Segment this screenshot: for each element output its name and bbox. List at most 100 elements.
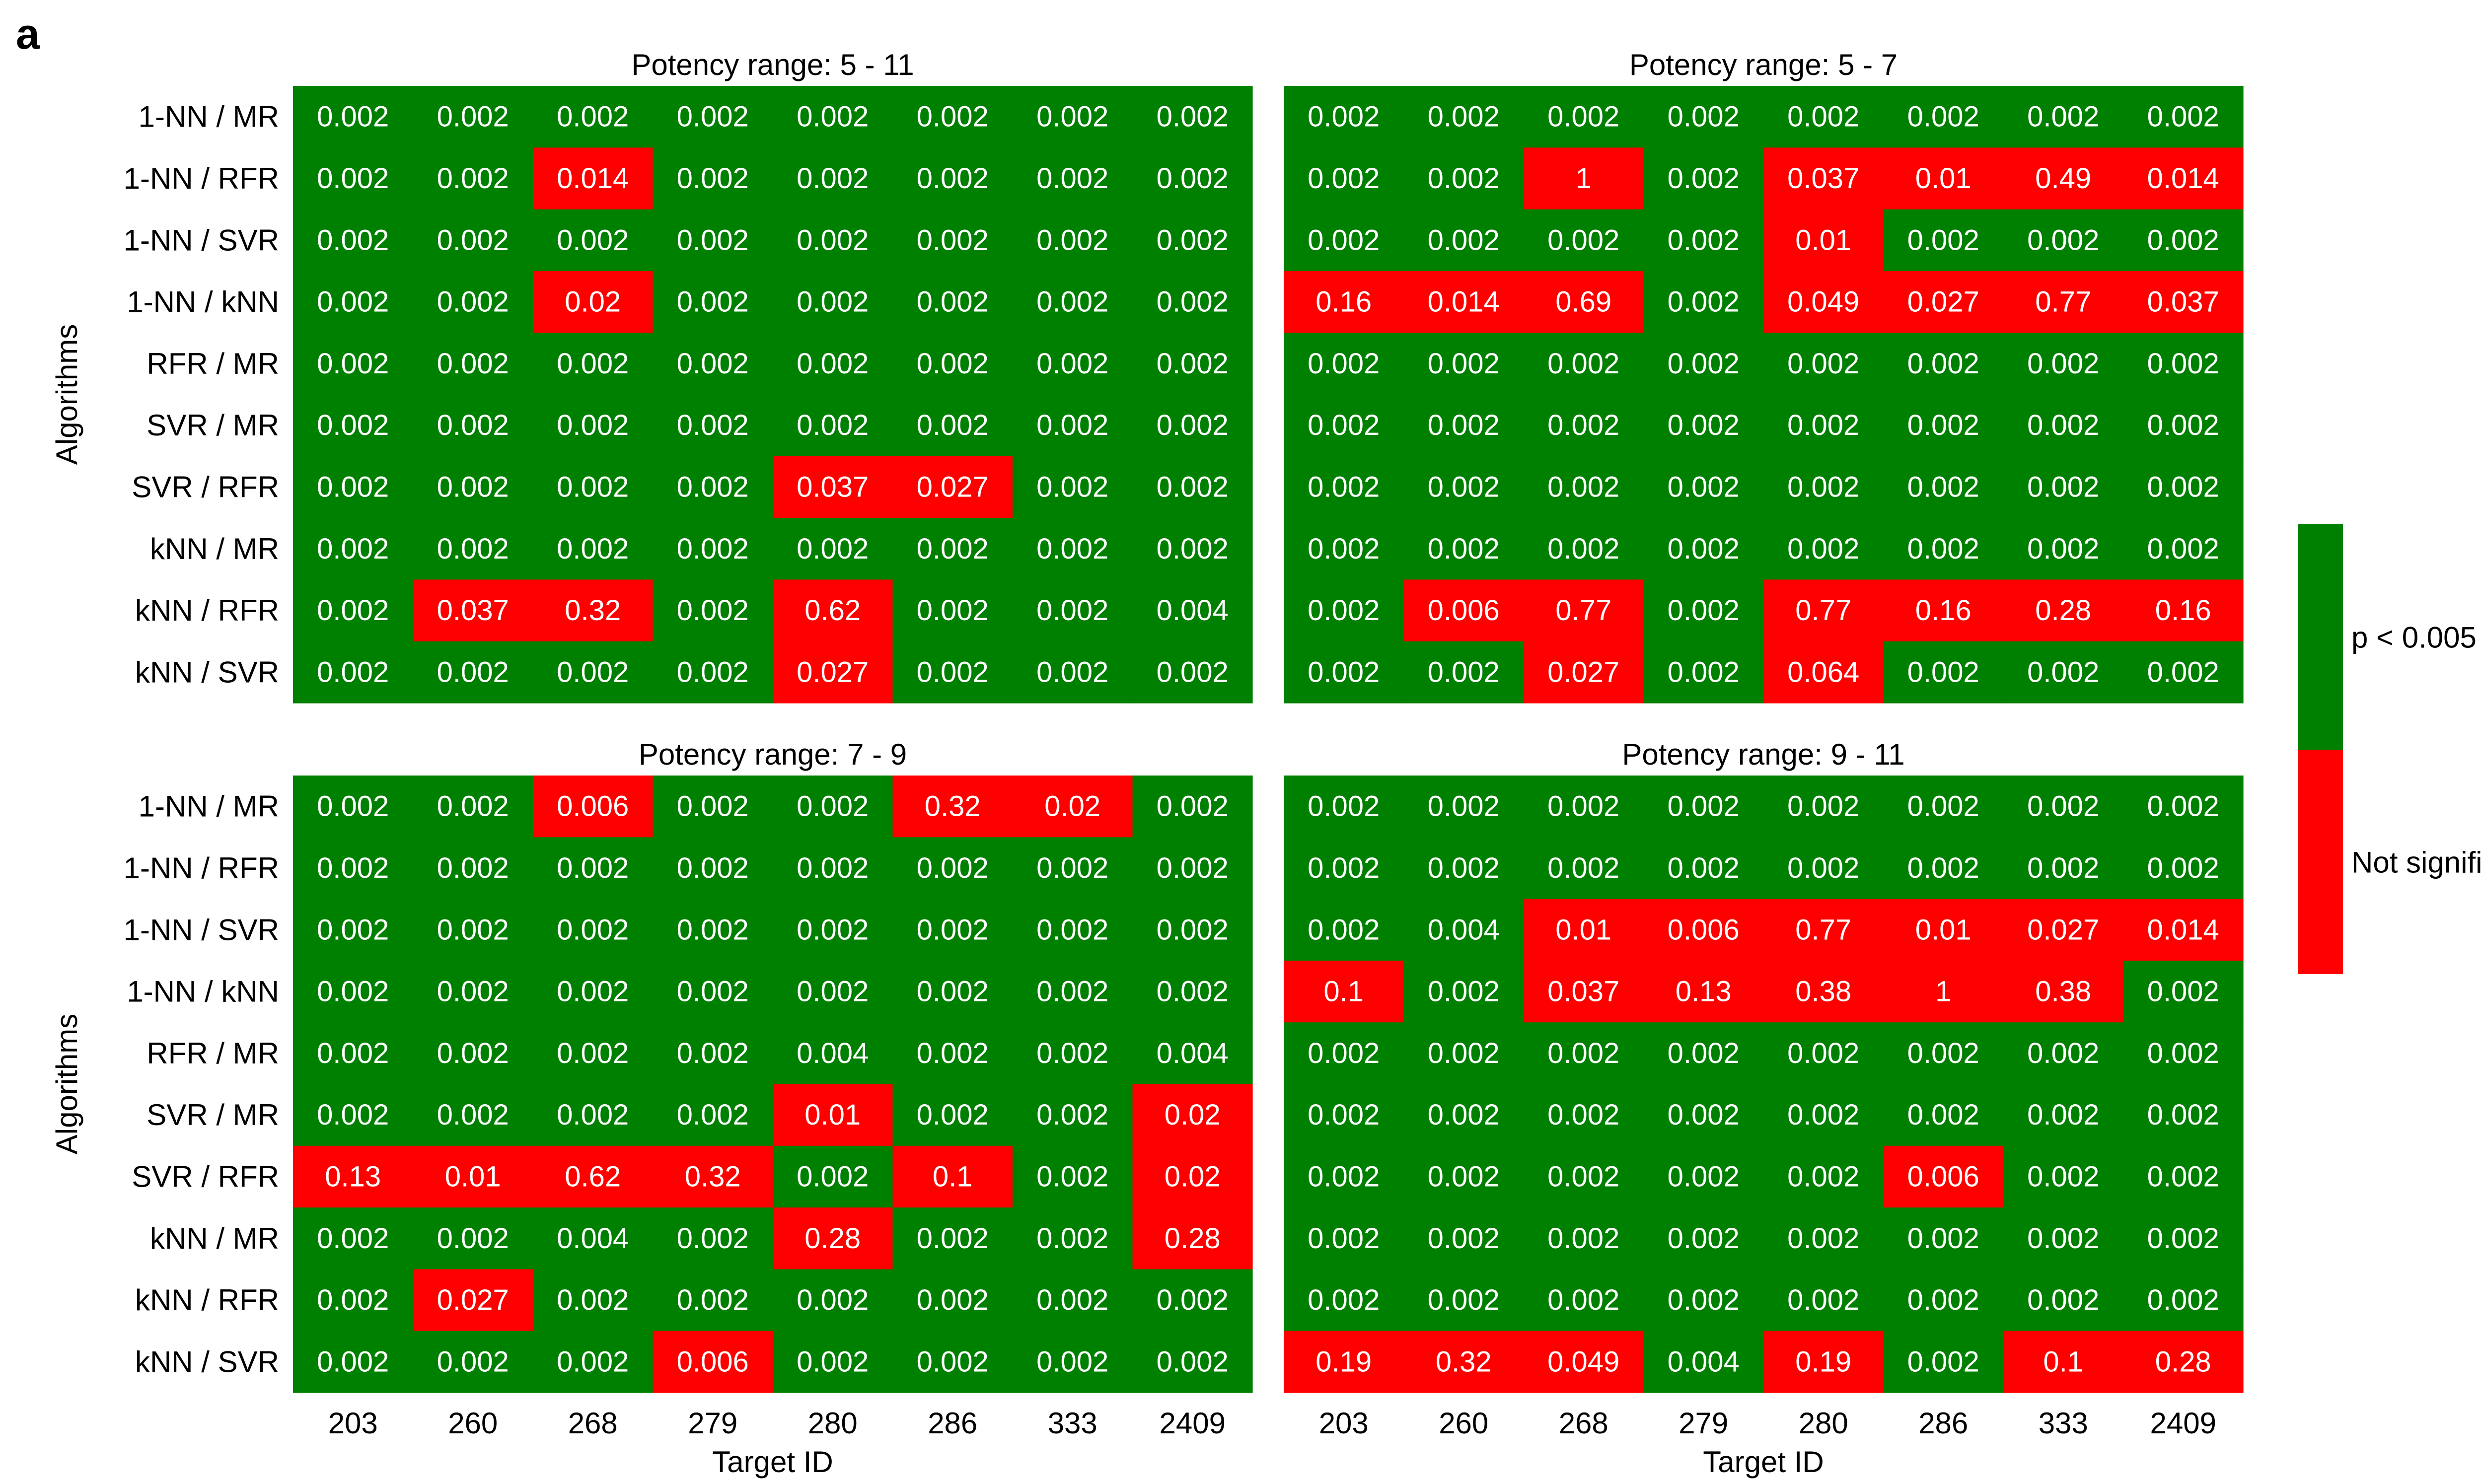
cell-value-label: 0.004 — [1428, 914, 1500, 946]
heatmap-panel: Potency range: 9 - 110.002 0.002 0.002 0.00… — [1284, 738, 2244, 1479]
heatmap-cell-significant — [293, 1022, 414, 1085]
cell-value-label: 0.006 — [1668, 914, 1740, 946]
row-tick-label: SVR / RFR — [132, 470, 279, 503]
cell-value-label: 0.01 — [1915, 162, 1972, 195]
cell-value-label: 0.002 — [1036, 1284, 1108, 1316]
cell-value-label: 0.002 — [677, 976, 749, 1008]
heatmap-cell-significant — [653, 579, 773, 642]
heatmap-cell-significant — [413, 209, 533, 272]
cell-value-label: 0.002 — [1787, 852, 1859, 884]
cell-value-label: 0.002 — [1428, 533, 1500, 565]
cell-value-label: 0.049 — [1787, 286, 1859, 318]
cell-value-label: 0.002 — [1668, 1284, 1740, 1316]
cell-value-label: 0.01 — [804, 1099, 861, 1131]
cell-value-label: 0.002 — [917, 1222, 989, 1255]
cell-value-label: 0.002 — [2147, 1037, 2219, 1069]
cell-value-label: 0.002 — [677, 790, 749, 823]
heatmap-cell-significant — [653, 86, 773, 148]
cell-value-label: 0.002 — [317, 1222, 389, 1255]
heatmap-cell-significant — [2003, 1207, 2124, 1270]
heatmap-cell-not-significant — [2123, 579, 2244, 642]
heatmap-cell-significant — [1643, 518, 1764, 580]
heatmap-cell-significant — [1403, 641, 1524, 704]
cell-value-label: 0.002 — [1907, 1345, 1979, 1378]
cell-value-label: 0.002 — [1547, 852, 1619, 884]
heatmap-cell-not-significant — [2123, 1331, 2244, 1393]
heatmap-cell-significant — [1763, 1145, 1884, 1208]
cell-value-label: 0.002 — [1157, 790, 1229, 823]
heatmap-cell-not-significant — [2003, 960, 2124, 1023]
cell-value-label: 0.002 — [1787, 1222, 1859, 1255]
cell-value-label: 0.002 — [317, 162, 389, 195]
cell-value-label: 0.004 — [557, 1222, 629, 1255]
cell-value-label: 1 — [1576, 162, 1592, 195]
heatmap-cell-significant — [892, 899, 1013, 961]
heatmap-cell-significant — [773, 899, 893, 961]
column-tick-label: 2409 — [1160, 1407, 1226, 1440]
heatmap-cell-not-significant — [653, 1331, 773, 1393]
heatmap-cell-not-significant — [892, 1145, 1013, 1208]
heatmap-cell-significant — [1883, 209, 2004, 272]
cell-value-label: 0.19 — [1315, 1345, 1372, 1378]
heatmap-cell-significant — [1763, 776, 1884, 838]
heatmap-cell-significant — [1013, 641, 1133, 704]
heatmap-cell-significant — [293, 899, 414, 961]
row-tick-label: SVR / RFR — [132, 1160, 279, 1193]
heatmap-cell-not-significant — [1763, 899, 1884, 961]
heatmap-cell-significant — [773, 333, 893, 395]
cell-value-label: 0.002 — [1668, 1222, 1740, 1255]
heatmap-cell-significant — [1643, 209, 1764, 272]
heatmap-cell-significant — [1643, 147, 1764, 210]
cell-value-label: 0.002 — [437, 224, 509, 256]
heatmap-cell-significant — [533, 394, 654, 457]
cell-value-label: 0.002 — [1308, 533, 1380, 565]
heatmap-cell-significant — [1013, 86, 1133, 148]
cell-value-label: 0.002 — [1036, 656, 1108, 688]
heatmap-cell-significant — [1524, 1084, 1644, 1146]
heatmap-cell-significant — [1524, 209, 1644, 272]
cell-value-label: 0.002 — [1547, 1160, 1619, 1193]
heatmap-cell-significant — [1883, 86, 2004, 148]
row-tick-label: 1-NN / MR — [139, 790, 279, 823]
cell-value-label: 0.002 — [1308, 852, 1380, 884]
cell-value-label: 0.002 — [1036, 976, 1108, 1008]
cell-value-label: 0.002 — [1157, 1345, 1229, 1378]
cell-value-label: 0.28 — [804, 1222, 861, 1255]
cell-value-label: 0.002 — [1907, 224, 1979, 256]
heatmap-cell-significant — [293, 209, 414, 272]
cell-value-label: 0.002 — [797, 852, 869, 884]
heatmap-cell-significant — [1284, 1207, 1404, 1270]
cell-value-label: 0.002 — [797, 914, 869, 946]
heatmap-cell-significant — [1284, 333, 1404, 395]
heatmap-cell-not-significant — [1883, 271, 2004, 333]
heatmap-cell-significant — [413, 776, 533, 838]
cell-value-label: 0.037 — [437, 594, 509, 627]
cell-value-label: 0.002 — [797, 1160, 869, 1193]
heatmap-cell-not-significant — [1013, 776, 1133, 838]
heatmap-cell-significant — [533, 1331, 654, 1393]
heatmap-cell-significant — [892, 1022, 1013, 1085]
row-tick-label: SVR / MR — [146, 409, 279, 442]
cell-value-label: 0.002 — [317, 101, 389, 133]
cell-value-label: 0.002 — [2147, 790, 2219, 823]
heatmap-cell-significant — [2003, 394, 2124, 457]
heatmap-cell-significant — [1883, 456, 2004, 518]
cell-value-label: 0.002 — [917, 594, 989, 627]
cell-value-label: 0.002 — [317, 1284, 389, 1316]
heatmap-cell-significant — [773, 518, 893, 580]
heatmap-cell-significant — [413, 899, 533, 961]
cell-value-label: 0.002 — [1308, 348, 1380, 380]
cell-value-label: 0.002 — [1668, 1037, 1740, 1069]
heatmap-cell-significant — [1763, 394, 1884, 457]
heatmap-cell-not-significant — [1643, 960, 1764, 1023]
heatmap-cell-not-significant — [533, 776, 654, 838]
cell-value-label: 0.037 — [797, 471, 869, 503]
cell-value-label: 0.62 — [565, 1160, 621, 1193]
cell-value-label: 0.002 — [2147, 533, 2219, 565]
cell-value-label: 0.002 — [1036, 224, 1108, 256]
heatmap-cell-significant — [1763, 837, 1884, 900]
heatmap-cell-significant — [2003, 1022, 2124, 1085]
column-tick-label: 2409 — [2150, 1407, 2216, 1440]
heatmap-cell-significant — [1013, 837, 1133, 900]
row-tick-label: 1-NN / SVR — [124, 223, 279, 257]
